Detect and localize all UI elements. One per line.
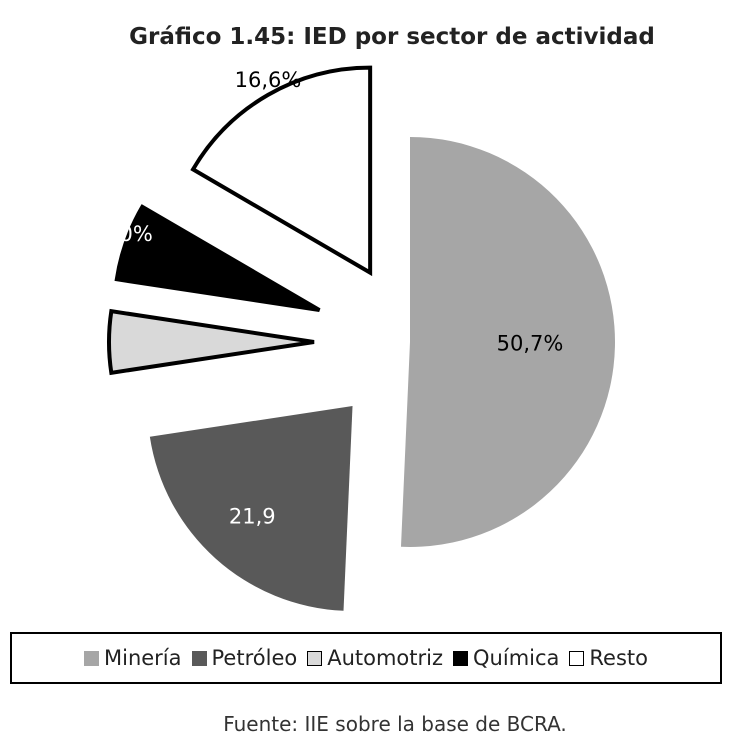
data-label-resto: 16,6%: [235, 68, 302, 92]
legend-label: Petróleo: [211, 646, 298, 670]
chart-title: Gráfico 1.45: IED por sector de activida…: [129, 24, 655, 50]
legend-item-resto: Resto: [569, 646, 648, 670]
pie-slice-minería: [400, 137, 615, 547]
data-label-petróleo: 21,9: [229, 505, 276, 529]
legend-swatch: [453, 650, 469, 666]
pie-slice-petróleo: [149, 405, 353, 611]
legend-swatch: [569, 650, 585, 666]
legend-swatch: [307, 650, 323, 666]
data-label-química: 6,0%: [99, 222, 152, 246]
legend-item-minería: Minería: [83, 646, 182, 670]
legend-label: Química: [473, 646, 560, 670]
legend-swatch: [83, 650, 99, 666]
legend: Minería Petróleo Automotriz Química Resto: [10, 632, 722, 684]
legend-label: Automotriz: [327, 646, 444, 670]
data-label-minería: 50,7%: [497, 332, 564, 356]
pie-slice-automotriz: [107, 308, 315, 376]
legend-item-automotriz: Automotriz: [307, 646, 443, 670]
pie-slice-resto: [190, 65, 373, 277]
source-note: Fuente: IIE sobre la base de BCRA.: [223, 712, 567, 736]
legend-label: Minería: [103, 646, 182, 670]
pie-slice-química: [114, 204, 321, 313]
legend-item-química: Química: [453, 646, 559, 670]
pie-chart: 50,7% 21,9 6,0% 16,6%: [99, 65, 615, 611]
legend-label: Resto: [589, 646, 648, 670]
legend-swatch: [191, 650, 207, 666]
legend-item-petróleo: Petróleo: [191, 646, 298, 670]
